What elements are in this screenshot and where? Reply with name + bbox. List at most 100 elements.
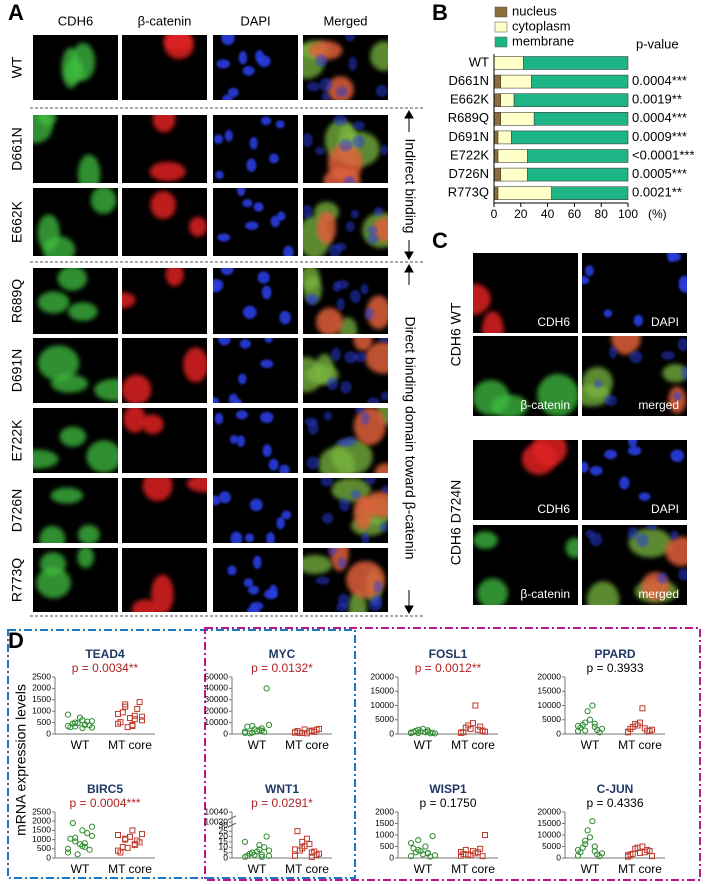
cell xyxy=(373,206,384,217)
data-point xyxy=(122,701,129,708)
cell xyxy=(364,307,374,320)
y-tick-label: 25 xyxy=(219,825,229,835)
micrograph xyxy=(122,188,207,256)
micrograph xyxy=(122,408,207,473)
image-label: DAPI xyxy=(651,502,679,516)
cell xyxy=(367,232,379,245)
data-point xyxy=(292,846,298,853)
image-label: merged xyxy=(638,587,679,601)
cell xyxy=(366,295,388,330)
data-point xyxy=(139,831,145,838)
y-tick-label: 2500 xyxy=(32,806,51,816)
cell xyxy=(367,397,380,403)
legend-label: nucleus xyxy=(512,3,557,18)
micrograph-content xyxy=(150,190,207,237)
y-tick-label: 15 xyxy=(219,836,229,846)
data-point xyxy=(644,846,651,853)
cell xyxy=(264,589,278,600)
cell xyxy=(229,435,239,444)
data-point xyxy=(256,842,263,849)
y-tick-label: 5000 xyxy=(542,714,561,724)
bar-segment xyxy=(493,149,499,163)
row-label: D691N xyxy=(9,349,25,393)
cell xyxy=(565,537,578,559)
data-point xyxy=(470,720,476,727)
x-tick-label: MT core xyxy=(285,738,329,752)
bar-segment xyxy=(493,186,499,200)
cell xyxy=(183,347,207,383)
data-point xyxy=(407,853,415,860)
data-point xyxy=(299,838,306,845)
micrograph xyxy=(303,268,388,334)
micrograph xyxy=(213,548,298,612)
micrograph xyxy=(33,338,118,403)
data-point xyxy=(88,823,96,830)
y-tick-label: 20000 xyxy=(204,705,228,715)
cell xyxy=(340,380,352,394)
micrograph-content xyxy=(227,555,278,612)
micrograph-content xyxy=(320,478,388,543)
cell xyxy=(238,373,247,385)
row-label: E722K xyxy=(9,419,25,462)
cell xyxy=(327,548,338,556)
micrograph xyxy=(213,188,298,256)
data-point xyxy=(582,837,589,844)
x-tick-label: MT core xyxy=(108,738,152,752)
cell xyxy=(582,461,589,473)
micrograph xyxy=(122,115,207,183)
micrograph xyxy=(303,35,388,100)
cell xyxy=(321,512,334,524)
cell xyxy=(77,154,101,183)
data-point xyxy=(422,843,429,850)
data-point xyxy=(634,844,641,851)
data-point xyxy=(417,848,424,855)
cell xyxy=(343,436,357,447)
cell xyxy=(532,440,567,467)
y-tick-label: 5000 xyxy=(375,714,394,724)
legend-label: cytoplasm xyxy=(512,18,571,33)
data-point xyxy=(472,702,479,709)
cell xyxy=(164,35,194,60)
x-tick-label: MT core xyxy=(618,738,662,752)
data-point xyxy=(258,853,265,861)
cell xyxy=(336,86,348,98)
cell xyxy=(662,364,687,383)
micrograph xyxy=(122,268,207,334)
column-header: DAPI xyxy=(240,13,270,28)
p-value: 0.0009*** xyxy=(632,129,687,144)
cell xyxy=(361,532,370,543)
bar-segment xyxy=(527,149,629,163)
cell xyxy=(215,170,224,180)
cell xyxy=(477,578,508,605)
y-tick-label: 1000 xyxy=(375,829,394,839)
data-point xyxy=(292,852,298,859)
data-point xyxy=(301,726,308,733)
data-point xyxy=(467,852,474,859)
data-point xyxy=(88,718,96,725)
micrograph-content xyxy=(214,410,290,473)
micrograph-content xyxy=(473,373,578,416)
p-value: p = 0.4336 xyxy=(586,796,643,810)
data-point xyxy=(594,851,601,858)
micrograph-content xyxy=(122,347,207,403)
cell xyxy=(249,498,263,512)
cell xyxy=(491,394,529,416)
cell xyxy=(268,458,279,471)
data-point xyxy=(258,727,265,734)
cell xyxy=(262,444,272,457)
y-tick-label: 20 xyxy=(219,831,229,841)
data-point xyxy=(263,833,270,840)
micrograph xyxy=(33,478,118,543)
cell xyxy=(633,314,644,327)
cell xyxy=(270,215,280,228)
data-point xyxy=(139,713,145,720)
cell xyxy=(213,396,220,403)
cell xyxy=(594,379,603,389)
cell xyxy=(77,524,100,543)
p-value: p = 0.0012** xyxy=(415,661,482,675)
y-tick-label: 0 xyxy=(223,728,228,738)
micrograph-content xyxy=(163,35,194,60)
micrograph xyxy=(213,478,298,543)
data-point xyxy=(131,841,138,848)
data-point xyxy=(139,717,145,724)
